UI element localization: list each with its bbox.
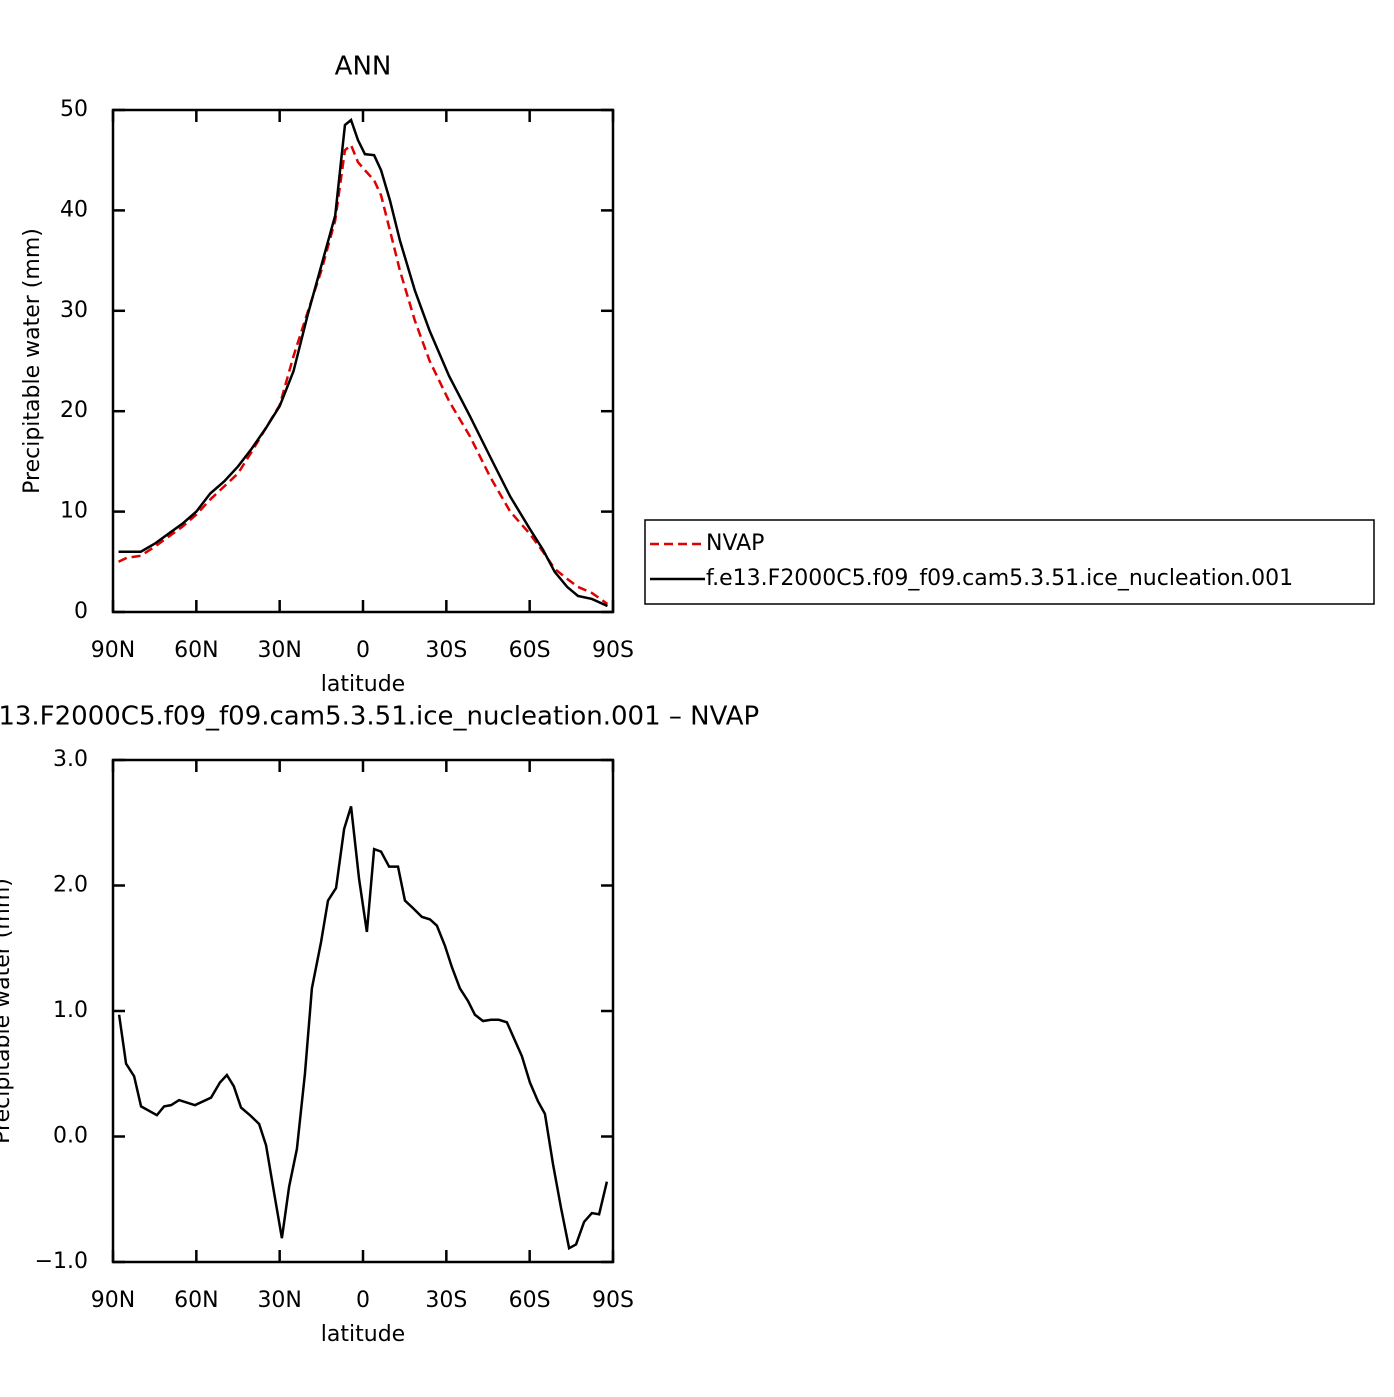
y-tick-label: 40 <box>60 197 88 222</box>
x-tick-label: 30N <box>257 1288 301 1313</box>
x-tick-label: 90N <box>91 1288 135 1313</box>
data-line <box>117 806 609 1251</box>
y-tick-label: 0.0 <box>53 1124 88 1149</box>
y-tick-label: 2.0 <box>53 873 88 898</box>
x-tick-label: 60S <box>509 638 551 663</box>
legend-label: f.e13.F2000C5.f09_f09.cam5.3.51.ice_nucl… <box>706 566 1293 591</box>
x-tick-label: 90S <box>592 1288 634 1313</box>
data-line <box>118 143 609 605</box>
x-tick-label: 0 <box>356 638 370 663</box>
x-tick-label: 60N <box>174 1288 218 1313</box>
y-axis-label: Precipitable water (mm) <box>20 228 45 494</box>
y-tick-label: 20 <box>60 398 88 423</box>
legend-label: NVAP <box>706 531 764 556</box>
chart-title: f.e13.F2000C5.f09_f09.cam5.3.51.ice_nucl… <box>0 702 759 732</box>
y-tick-label: −1.0 <box>35 1249 88 1274</box>
y-axis-label: Precipitable water (mm) <box>0 878 15 1144</box>
x-tick-label: 30S <box>425 638 467 663</box>
x-tick-label: 30N <box>257 638 301 663</box>
y-tick-label: 0 <box>74 599 88 624</box>
x-axis-label: latitude <box>321 672 405 697</box>
plot-frame <box>111 758 615 1264</box>
x-tick-label: 30S <box>425 1288 467 1313</box>
y-tick-label: 30 <box>60 298 88 323</box>
y-tick-label: 3.0 <box>53 747 88 772</box>
x-tick-label: 0 <box>356 1288 370 1313</box>
x-tick-label: 90N <box>91 638 135 663</box>
plot-frame <box>111 108 615 614</box>
x-tick-label: 90S <box>592 638 634 663</box>
x-tick-label: 60S <box>509 1288 551 1313</box>
legend-box <box>644 519 1375 605</box>
y-tick-label: 50 <box>60 97 88 122</box>
y-tick-label: 1.0 <box>53 998 88 1023</box>
x-axis-label: latitude <box>321 1322 405 1347</box>
chart-title: ANN <box>335 52 392 82</box>
data-line <box>118 117 608 608</box>
x-tick-label: 60N <box>174 638 218 663</box>
y-tick-label: 10 <box>60 499 88 524</box>
